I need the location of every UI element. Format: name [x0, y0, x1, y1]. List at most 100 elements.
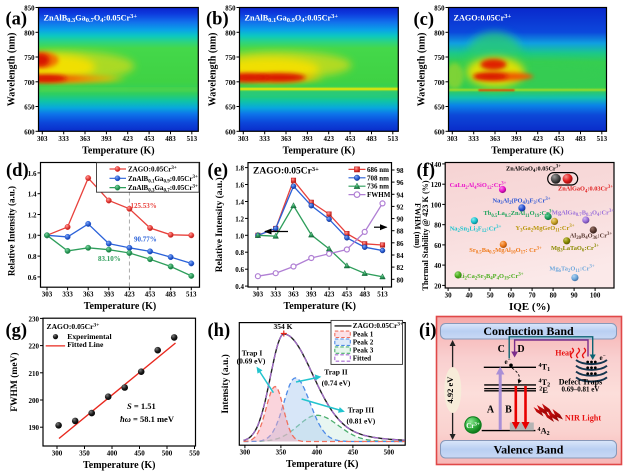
svg-text:C: C [498, 344, 505, 355]
svg-text:210: 210 [29, 370, 40, 378]
svg-text:333: 333 [259, 135, 270, 143]
svg-text:4T1: 4T1 [539, 362, 551, 374]
svg-text:708 nm: 708 nm [367, 174, 389, 182]
svg-text:220: 220 [29, 343, 40, 351]
svg-text:363: 363 [83, 291, 94, 299]
svg-text:100: 100 [590, 292, 601, 300]
svg-text:Relative Intensity (a.u.): Relative Intensity (a.u.) [214, 177, 225, 272]
svg-text:453: 453 [144, 135, 155, 143]
svg-text:ZnAlGaO4:0.05Cr3+: ZnAlGaO4:0.05Cr3+ [506, 165, 561, 174]
svg-text:800: 800 [225, 30, 236, 37]
svg-text:423: 423 [122, 135, 133, 143]
svg-text:(e): (e) [208, 161, 229, 181]
svg-text:(a): (a) [6, 10, 28, 30]
svg-text:350: 350 [276, 449, 287, 457]
svg-text:513: 513 [388, 135, 399, 143]
svg-text:1.8: 1.8 [235, 165, 244, 173]
svg-text:Temperature (K): Temperature (K) [286, 459, 359, 470]
svg-text:453: 453 [554, 135, 565, 143]
svg-text:Peak 1: Peak 1 [353, 331, 374, 339]
svg-text:0.8: 0.8 [28, 253, 37, 261]
svg-text:ZnAlB0.1Ga0.9O4:0.05Cr3+: ZnAlB0.1Ga0.9O4:0.05Cr3+ [245, 13, 339, 24]
svg-text:40: 40 [466, 292, 474, 300]
svg-text:Defect Traps: Defect Traps [559, 378, 602, 387]
svg-text:423: 423 [323, 135, 334, 143]
svg-text:650: 650 [225, 105, 236, 112]
svg-text:90.77%: 90.77% [134, 236, 157, 244]
svg-text:2E: 2E [539, 385, 548, 395]
svg-text:Temperature (K): Temperature (K) [491, 145, 564, 156]
svg-text:300: 300 [52, 450, 63, 458]
svg-text:333: 333 [62, 291, 73, 299]
svg-text:4A2: 4A2 [538, 426, 550, 438]
svg-text:513: 513 [186, 291, 197, 299]
svg-text:1.4: 1.4 [235, 198, 244, 206]
svg-text:MgAlGa0.7B0.3O4:Cr3+: MgAlGa0.7B0.3O4:Cr3+ [552, 209, 614, 218]
svg-text:ZAGO:0.05Cr3+: ZAGO:0.05Cr3+ [353, 322, 403, 331]
svg-text:400: 400 [312, 449, 323, 457]
svg-text:Peak 3: Peak 3 [353, 347, 374, 355]
svg-text:200: 200 [29, 397, 40, 405]
svg-text:Wavelength (nm): Wavelength (nm) [7, 33, 18, 107]
svg-text:333: 333 [468, 135, 479, 143]
svg-text:700: 700 [225, 80, 236, 87]
svg-text:Al20B4O36:Cr3+: Al20B4O36:Cr3+ [570, 232, 613, 241]
svg-text:513: 513 [377, 291, 388, 299]
svg-text:e: e [599, 354, 602, 362]
svg-text:0.8: 0.8 [235, 249, 244, 257]
svg-text:88: 88 [397, 228, 405, 236]
svg-text:453: 453 [342, 291, 353, 299]
svg-text:500: 500 [384, 449, 395, 457]
svg-text:Heat: Heat [555, 349, 572, 358]
svg-text:NIR Light: NIR Light [565, 413, 601, 422]
svg-text:50: 50 [487, 292, 495, 300]
svg-text:4.92 eV: 4.92 eV [445, 376, 455, 404]
svg-text:20: 20 [434, 282, 442, 290]
svg-text:850: 850 [225, 6, 236, 13]
svg-text:Fitted: Fitted [353, 354, 371, 362]
svg-text:686 nm: 686 nm [367, 166, 389, 174]
svg-text:750: 750 [434, 55, 445, 62]
svg-text:D: D [517, 344, 524, 355]
svg-text:(0.81 eV): (0.81 eV) [347, 417, 376, 426]
svg-text:483: 483 [359, 291, 370, 299]
svg-text:600: 600 [225, 129, 236, 136]
svg-text:363: 363 [288, 291, 299, 299]
svg-text:423: 423 [324, 291, 335, 299]
svg-text:ZAGO:0.05Cr3+: ZAGO:0.05Cr3+ [253, 166, 319, 177]
svg-text:120: 120 [431, 181, 442, 189]
svg-text:1.0: 1.0 [28, 232, 37, 240]
svg-text:FWHM: FWHM [367, 191, 391, 199]
svg-text:230: 230 [29, 315, 40, 323]
svg-text:393: 393 [306, 291, 317, 299]
svg-text:86: 86 [397, 240, 405, 248]
svg-text:(b): (b) [206, 10, 229, 30]
svg-text:Conduction Band: Conduction Band [483, 324, 574, 338]
svg-text:40: 40 [434, 262, 442, 270]
svg-text:700: 700 [434, 80, 445, 87]
svg-text:423: 423 [532, 135, 543, 143]
svg-text:Trap II: Trap II [324, 368, 347, 377]
svg-text:303: 303 [238, 135, 249, 143]
svg-text:Cr3+: Cr3+ [466, 422, 480, 430]
svg-text:Trap I: Trap I [242, 349, 263, 358]
svg-text:(i): (i) [419, 321, 436, 341]
svg-text:483: 483 [165, 291, 176, 299]
svg-text:Thermal Stability @ 423 K (%): Thermal Stability @ 423 K (%) [421, 180, 430, 290]
svg-text:1.6: 1.6 [28, 170, 37, 178]
svg-text:(0.69 eV): (0.69 eV) [237, 357, 266, 366]
svg-text:350: 350 [79, 450, 90, 458]
svg-text:393: 393 [104, 291, 115, 299]
svg-text:453: 453 [145, 291, 156, 299]
svg-text:Experimental: Experimental [67, 332, 111, 341]
svg-text:90: 90 [397, 216, 405, 224]
svg-text:483: 483 [165, 135, 176, 143]
svg-text:Sr0.5Ba0.5MgAl10O17: Cr3+: Sr0.5Ba0.5MgAl10O17: Cr3+ [469, 246, 542, 255]
svg-text:60: 60 [434, 242, 442, 250]
svg-text:(d): (d) [6, 161, 29, 181]
svg-text:1.2: 1.2 [28, 212, 37, 220]
svg-text:Temperature (K): Temperature (K) [283, 145, 356, 156]
svg-text:393: 393 [302, 135, 313, 143]
svg-text:70: 70 [529, 292, 537, 300]
svg-text:FWHM (nm): FWHM (nm) [413, 203, 422, 248]
